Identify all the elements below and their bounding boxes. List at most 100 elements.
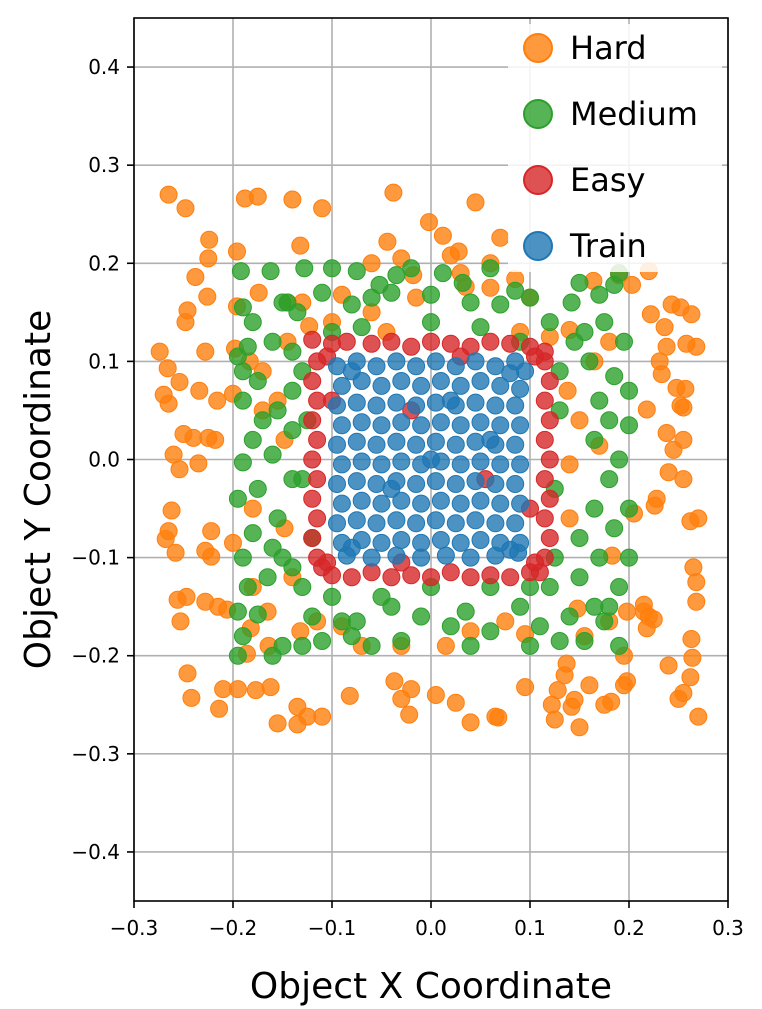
data-point bbox=[196, 342, 215, 361]
data-point bbox=[600, 411, 619, 430]
data-point bbox=[681, 668, 700, 687]
data-point bbox=[506, 396, 525, 415]
data-point bbox=[451, 533, 470, 552]
data-point bbox=[243, 524, 262, 543]
data-point bbox=[367, 357, 386, 376]
x-tick-label: −0.2 bbox=[209, 916, 258, 940]
y-tick-label: −0.3 bbox=[71, 742, 120, 766]
data-point bbox=[378, 232, 397, 251]
data-point bbox=[652, 365, 671, 384]
legend-label: Hard bbox=[570, 29, 647, 67]
data-point bbox=[486, 357, 505, 376]
data-point bbox=[293, 636, 312, 655]
data-point bbox=[570, 718, 589, 737]
data-point bbox=[402, 259, 421, 278]
data-point bbox=[387, 393, 406, 412]
data-point bbox=[347, 511, 366, 530]
data-point bbox=[610, 636, 629, 655]
data-point bbox=[431, 413, 450, 432]
y-tick-label: 0.3 bbox=[88, 153, 120, 177]
data-point bbox=[166, 543, 185, 562]
data-point bbox=[540, 450, 559, 469]
y-tick-label: −0.2 bbox=[71, 644, 120, 668]
data-point bbox=[446, 514, 465, 533]
data-point bbox=[412, 548, 431, 567]
x-tick-label: 0.0 bbox=[415, 916, 447, 940]
data-point bbox=[441, 617, 460, 636]
data-point bbox=[441, 246, 460, 265]
data-point bbox=[674, 430, 693, 449]
data-point bbox=[402, 337, 421, 356]
data-point bbox=[558, 381, 577, 400]
data-point bbox=[491, 295, 510, 314]
data-point bbox=[387, 352, 406, 371]
data-point bbox=[620, 548, 638, 567]
data-point bbox=[516, 678, 535, 697]
data-point bbox=[620, 416, 638, 435]
data-point bbox=[491, 416, 510, 435]
data-point bbox=[580, 676, 599, 695]
data-point bbox=[177, 587, 196, 606]
data-point bbox=[182, 688, 201, 707]
data-point bbox=[511, 379, 530, 398]
data-point bbox=[412, 416, 431, 435]
data-point bbox=[337, 332, 356, 351]
data-point bbox=[261, 262, 280, 281]
data-point bbox=[263, 332, 282, 351]
x-tick-label: −0.3 bbox=[110, 916, 159, 940]
data-point bbox=[637, 400, 656, 419]
data-point bbox=[372, 494, 391, 513]
legend-marker bbox=[523, 33, 553, 63]
data-point bbox=[392, 531, 411, 549]
data-point bbox=[198, 287, 217, 306]
data-point bbox=[620, 499, 638, 518]
data-point bbox=[159, 185, 178, 204]
data-point bbox=[323, 259, 341, 278]
data-point bbox=[506, 475, 525, 493]
data-point bbox=[501, 364, 520, 383]
data-point bbox=[471, 413, 490, 432]
data-point bbox=[202, 522, 221, 541]
data-point bbox=[562, 293, 581, 312]
data-point bbox=[441, 334, 460, 353]
data-point bbox=[420, 213, 438, 232]
data-point bbox=[150, 342, 169, 361]
data-point bbox=[308, 430, 327, 449]
data-point bbox=[178, 664, 197, 683]
data-point bbox=[535, 391, 554, 410]
data-point bbox=[407, 435, 426, 454]
data-point bbox=[332, 376, 351, 395]
data-point bbox=[382, 332, 401, 351]
data-point bbox=[496, 612, 515, 631]
data-point bbox=[521, 636, 539, 655]
data-point bbox=[318, 553, 337, 572]
data-point bbox=[426, 352, 445, 371]
data-point bbox=[233, 453, 252, 472]
y-tick-label: −0.1 bbox=[71, 546, 120, 570]
data-point bbox=[481, 278, 500, 297]
data-point bbox=[228, 347, 247, 366]
data-point bbox=[610, 450, 629, 469]
data-point bbox=[489, 708, 508, 727]
data-point bbox=[233, 391, 252, 410]
data-point bbox=[605, 367, 624, 386]
data-points bbox=[150, 183, 708, 737]
data-point bbox=[461, 568, 480, 587]
data-point bbox=[623, 275, 641, 294]
data-point bbox=[441, 563, 460, 582]
data-point bbox=[669, 689, 688, 708]
data-point bbox=[268, 509, 287, 528]
data-point bbox=[171, 612, 190, 631]
data-point bbox=[238, 578, 257, 596]
data-point bbox=[268, 401, 287, 420]
data-point bbox=[387, 266, 406, 285]
data-point bbox=[176, 199, 195, 218]
data-point bbox=[595, 612, 614, 631]
data-point bbox=[332, 455, 351, 474]
data-point bbox=[273, 636, 292, 655]
data-point bbox=[199, 249, 218, 268]
data-point bbox=[511, 416, 530, 435]
data-point bbox=[323, 587, 341, 606]
data-point bbox=[620, 381, 638, 400]
data-point bbox=[431, 531, 450, 549]
